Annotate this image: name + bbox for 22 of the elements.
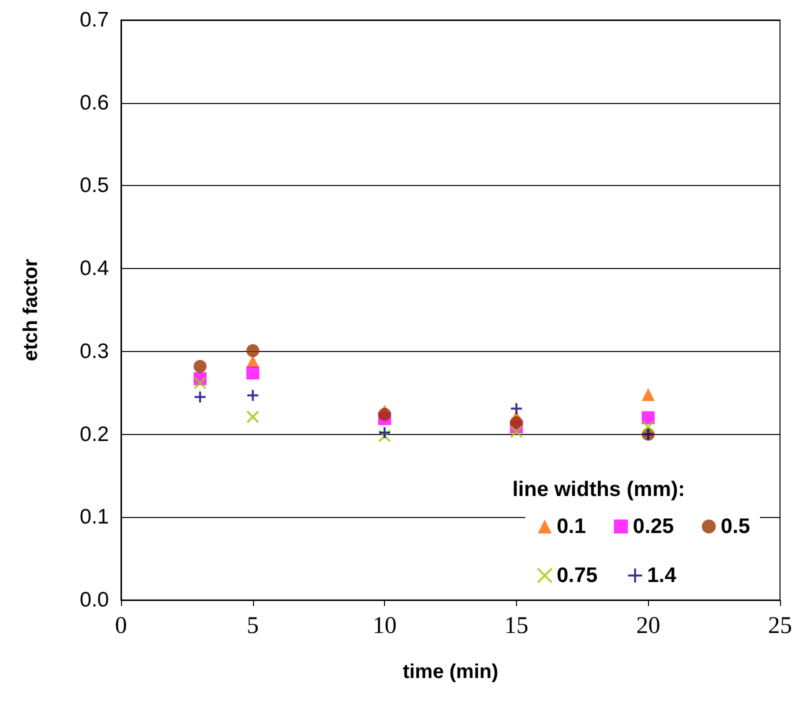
y-tick-label: 0.4 xyxy=(80,257,110,280)
y-tick-label: 0.0 xyxy=(80,588,109,612)
y-tick-label: 0.1 xyxy=(80,506,109,529)
legend-title: line widths (mm): xyxy=(512,478,686,501)
legend-label: 0.25 xyxy=(632,515,674,538)
x-tick-label: 25 xyxy=(768,613,792,639)
y-axis-title: etch factor xyxy=(20,258,42,362)
y-tick-label: 0.7 xyxy=(80,8,109,32)
y-tick-label: 0.2 xyxy=(80,422,109,446)
legend-label: 0.75 xyxy=(556,564,598,587)
legend-label: 0.5 xyxy=(720,515,750,538)
x-tick-label: 5 xyxy=(246,613,259,639)
legend-label: 0.1 xyxy=(556,515,586,538)
y-tick-label: 0.5 xyxy=(80,174,109,198)
legend-label: 1.4 xyxy=(647,564,677,587)
y-tick-label: 0.6 xyxy=(80,91,109,114)
y-tick-label: 0.3 xyxy=(80,340,109,363)
x-axis-title: time (min) xyxy=(402,661,498,683)
x-tick-label: 20 xyxy=(636,613,660,639)
x-tick-label: 15 xyxy=(504,613,528,639)
x-tick-label: 0 xyxy=(115,613,127,639)
x-tick-label: 10 xyxy=(372,613,397,639)
